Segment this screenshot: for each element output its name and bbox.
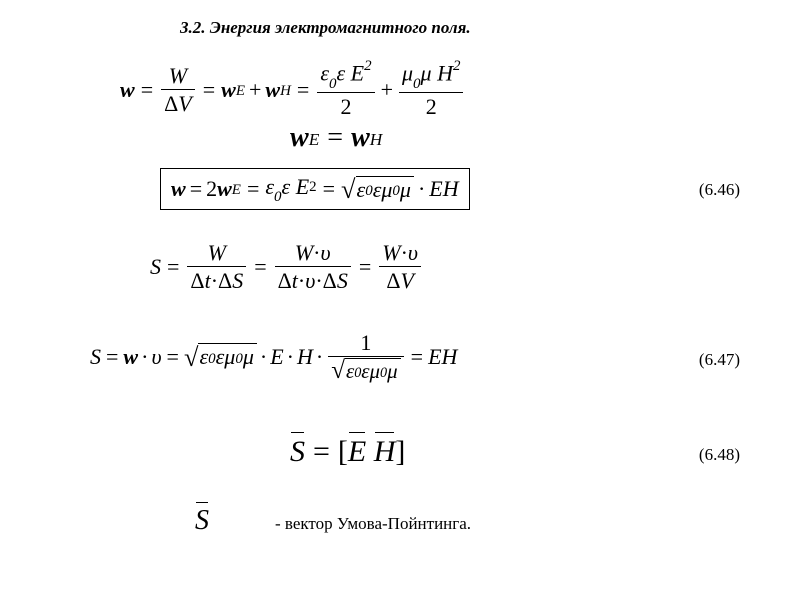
equation-we-equals-wh: wE = wH	[290, 122, 382, 154]
equation-boxed-w: w = 2wE = ε0ε E2 = √ ε0εμ0μ · EH	[160, 168, 470, 210]
equation-number-648: (6.48)	[699, 445, 740, 465]
poynting-caption: - вектор Умова-Пойнтинга.	[275, 514, 471, 534]
section-number: 3.2.	[180, 18, 206, 37]
section-title-text: Энергия электромагнитного поля.	[210, 18, 471, 37]
w-symbol: w	[120, 77, 135, 103]
equation-number-647: (6.47)	[699, 350, 740, 370]
frac-num: W	[166, 63, 190, 88]
equation-number-646: (6.46)	[699, 180, 740, 200]
equation-energy-density: w = W ΔV = wE + wH = ε0ε E2 2 + μ0μ H2 2	[120, 60, 465, 119]
frac-den: ΔV	[161, 91, 195, 116]
equation-poynting-magnitude: S = w·υ = √ ε0εμ0μ · E · H · 1 √ ε0εμ0μ …	[90, 330, 457, 384]
section-title: 3.2. Энергия электромагнитного поля.	[180, 18, 471, 38]
equation-poynting-derivation: S = W Δt·ΔS = W·υ Δt·υ·ΔS = W·υ ΔV	[150, 240, 423, 294]
equation-poynting-vector: S = [E H]	[290, 435, 405, 469]
poynting-symbol: S	[195, 505, 209, 537]
